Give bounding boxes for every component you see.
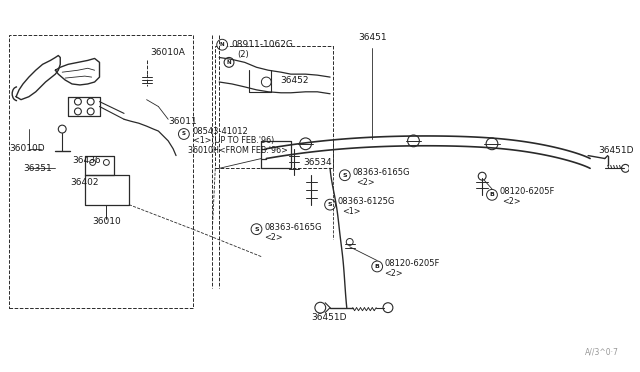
Text: 08911-1062G: 08911-1062G [231, 40, 293, 49]
Circle shape [486, 189, 497, 200]
Text: 36011: 36011 [168, 117, 197, 126]
Circle shape [324, 199, 335, 210]
Text: 36010: 36010 [92, 217, 121, 226]
Text: 36010D: 36010D [9, 144, 45, 153]
Text: B: B [375, 264, 380, 269]
Text: A//3^0·7: A//3^0·7 [585, 348, 619, 357]
Text: <2>: <2> [384, 269, 403, 278]
Circle shape [87, 98, 94, 105]
Text: 36402: 36402 [70, 177, 99, 187]
Circle shape [621, 164, 629, 172]
Text: S: S [328, 202, 332, 207]
Text: N: N [227, 60, 231, 65]
Circle shape [74, 108, 81, 115]
Circle shape [224, 57, 234, 67]
Text: <1>: <1> [342, 207, 360, 216]
Text: <2>: <2> [356, 177, 375, 187]
Text: S: S [254, 227, 259, 232]
Text: 08120-6205F: 08120-6205F [384, 259, 440, 268]
Text: B: B [490, 192, 495, 197]
Circle shape [408, 135, 419, 147]
Text: 36451: 36451 [358, 33, 387, 42]
Text: 08363-6165G: 08363-6165G [264, 223, 322, 232]
Text: 08120-6205F: 08120-6205F [500, 187, 556, 196]
Circle shape [217, 39, 228, 50]
Text: 36436: 36436 [72, 156, 100, 165]
Circle shape [87, 108, 94, 115]
Circle shape [74, 98, 81, 105]
Circle shape [179, 129, 189, 140]
Text: N: N [220, 42, 225, 47]
Text: <2>: <2> [502, 197, 520, 206]
Text: 36010H<FROM FEB.'96>: 36010H<FROM FEB.'96> [188, 146, 288, 155]
Circle shape [383, 303, 393, 312]
Circle shape [478, 172, 486, 180]
Circle shape [251, 224, 262, 235]
Circle shape [315, 302, 326, 313]
Bar [215, 46, 333, 169]
Circle shape [90, 160, 95, 166]
Text: 36351: 36351 [23, 164, 52, 173]
Circle shape [486, 138, 498, 150]
Text: 08363-6125G: 08363-6125G [338, 197, 396, 206]
Text: S: S [182, 131, 186, 137]
Text: S: S [342, 173, 347, 178]
Circle shape [104, 160, 109, 166]
Circle shape [261, 77, 271, 87]
Text: 08363-6165G: 08363-6165G [353, 168, 410, 177]
Text: 36451D: 36451D [312, 313, 347, 322]
Text: <1>(UP TO FEB.'96): <1>(UP TO FEB.'96) [193, 137, 274, 145]
Text: 36452: 36452 [280, 76, 308, 84]
Bar [9, 35, 193, 308]
Text: 08543-41012: 08543-41012 [193, 126, 248, 135]
Circle shape [300, 138, 312, 150]
Text: 36010A: 36010A [150, 48, 186, 57]
Circle shape [339, 170, 350, 180]
Circle shape [372, 261, 383, 272]
Text: (2): (2) [237, 50, 248, 59]
Circle shape [58, 125, 66, 133]
Text: 36534: 36534 [303, 158, 332, 167]
Circle shape [346, 238, 353, 246]
Text: <2>: <2> [264, 232, 283, 241]
Text: 36451D: 36451D [598, 146, 634, 155]
